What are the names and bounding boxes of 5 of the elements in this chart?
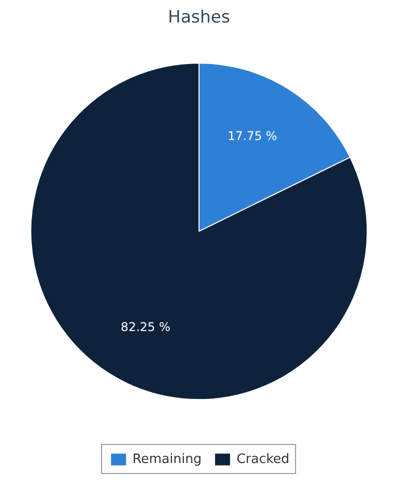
legend-label: Cracked	[236, 452, 290, 466]
data-label: 82.25 %	[120, 320, 170, 334]
data-label: 17.75 %	[228, 128, 278, 143]
chart-title: Hashes	[168, 8, 230, 28]
legend-label: Remaining	[132, 452, 202, 466]
